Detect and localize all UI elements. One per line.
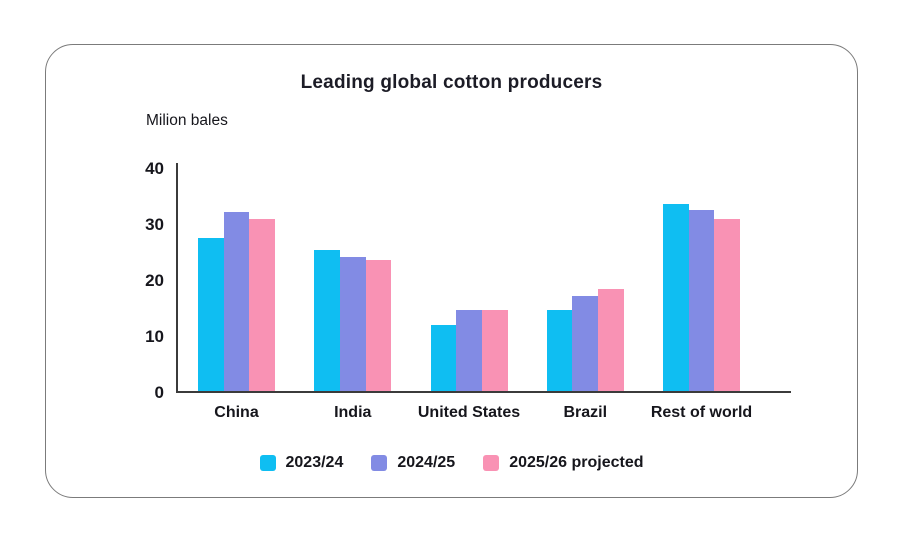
bar-rest-of-world-2023-24 xyxy=(663,203,689,391)
bar-united-states-2023-24 xyxy=(430,324,457,391)
y-axis-line xyxy=(176,163,178,393)
category-label-brazil: Brazil xyxy=(563,404,608,421)
legend-item-2025-26-projected: 2025/26 projected xyxy=(483,454,643,472)
bar-group-brazil xyxy=(546,289,624,391)
legend-label-2023-24: 2023/24 xyxy=(285,454,344,471)
bar-group-rest-of-world xyxy=(663,203,741,391)
legend-swatch-2025-26-projected xyxy=(483,455,500,471)
y-tick-0: 0 xyxy=(154,383,164,402)
bar-united-states-2024-25 xyxy=(456,310,482,391)
bar-china-2024-25 xyxy=(223,212,250,391)
x-axis-line xyxy=(176,391,791,393)
bar-brazil-2024-25 xyxy=(572,295,599,391)
chart-title: Leading global cotton producers xyxy=(300,72,603,93)
legend-item-2024-25: 2024/25 xyxy=(371,454,455,472)
y-axis-label: Milion bales xyxy=(146,112,228,129)
plot-area: 0 10 20 30 40 China India United States Brazil Re… xyxy=(145,160,791,421)
bar-brazil-2025-26-projected xyxy=(598,289,624,391)
bar-united-states-2025-26-projected xyxy=(481,309,508,391)
bar-group-china xyxy=(198,212,276,391)
legend: 2023/24 2024/25 2025/26 projected xyxy=(46,454,857,472)
legend-label-2024-25: 2024/25 xyxy=(397,454,456,471)
legend-label-2025-26-projected: 2025/26 projected xyxy=(509,454,644,471)
y-tick-10: 10 xyxy=(145,327,164,346)
bar-group-united-states xyxy=(430,309,508,391)
bar-rest-of-world-2025-26-projected xyxy=(714,218,741,391)
bar-china-2023-24 xyxy=(198,238,224,391)
legend-item-2023-24: 2023/24 xyxy=(259,454,344,472)
category-label-india: India xyxy=(334,404,372,421)
bar-brazil-2023-24 xyxy=(546,309,573,391)
bar-group-india xyxy=(314,249,392,391)
y-tick-40: 40 xyxy=(145,159,164,178)
legend-swatch-2024-25 xyxy=(371,455,388,471)
category-label-united-states: United States xyxy=(417,404,521,421)
legend-swatch-2023-24 xyxy=(259,455,276,471)
bar-rest-of-world-2024-25 xyxy=(688,210,715,391)
bar-india-2025-26-projected xyxy=(365,259,392,391)
bar-china-2025-26-projected xyxy=(249,218,276,391)
bar-india-2023-24 xyxy=(314,249,340,391)
category-label-china: China xyxy=(214,404,259,421)
bar-india-2024-25 xyxy=(339,256,366,391)
chart-card: Leading global cotton producers Milion b… xyxy=(45,44,858,498)
y-tick-30: 30 xyxy=(145,215,164,234)
category-label-rest-of-world: Rest of world xyxy=(650,404,753,421)
y-tick-20: 20 xyxy=(145,271,164,290)
